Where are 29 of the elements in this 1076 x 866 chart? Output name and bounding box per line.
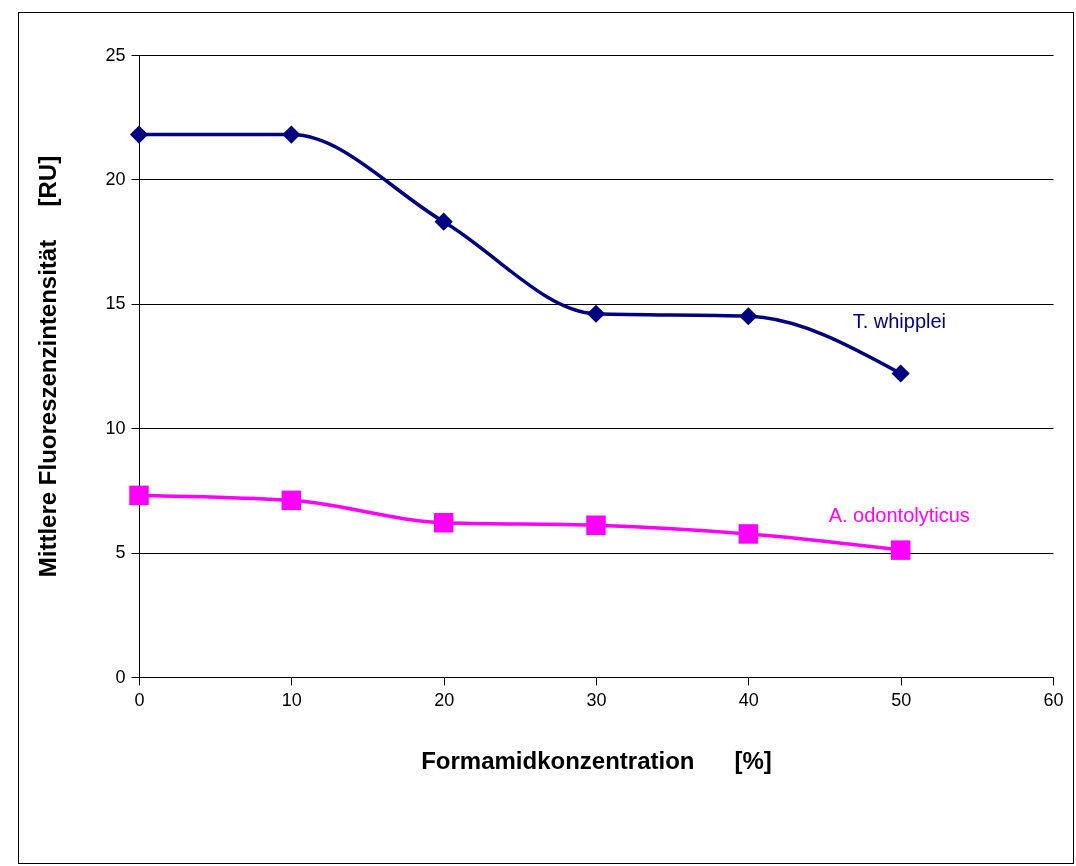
- point: [129, 485, 149, 506]
- x-tick-label: 40: [738, 689, 759, 710]
- point: [586, 304, 606, 323]
- x-tick-label: 0: [134, 689, 145, 710]
- x-tick-label: 50: [891, 689, 912, 710]
- y-tick-label: 5: [115, 542, 126, 563]
- point: [586, 515, 606, 535]
- point: [890, 540, 911, 560]
- point: [739, 307, 758, 326]
- point: [129, 125, 149, 144]
- y-tick-label: 10: [105, 417, 126, 438]
- point: [281, 490, 302, 511]
- x-tick-label: 20: [434, 689, 455, 710]
- y-axis-title: Mittlere Fluoreszenzintensität [RU]: [34, 155, 62, 578]
- x-tick-label: 10: [281, 689, 302, 710]
- point: [434, 212, 453, 231]
- point: [433, 513, 454, 533]
- x-axis-title: Formamidkonzentration [%]: [421, 746, 772, 774]
- y-tick-label: 15: [105, 293, 126, 314]
- x-tick-label: 60: [1043, 689, 1064, 710]
- point: [282, 125, 301, 144]
- point: [891, 364, 910, 383]
- y-tick-label: 20: [105, 168, 126, 189]
- y-tick-label: 25: [105, 44, 126, 65]
- y-tick-label: 0: [115, 666, 126, 687]
- point: [738, 524, 759, 544]
- series-label: T. whipplei: [852, 310, 947, 333]
- series-label: A. odontolyticus: [828, 504, 970, 527]
- x-tick-label: 30: [586, 689, 607, 710]
